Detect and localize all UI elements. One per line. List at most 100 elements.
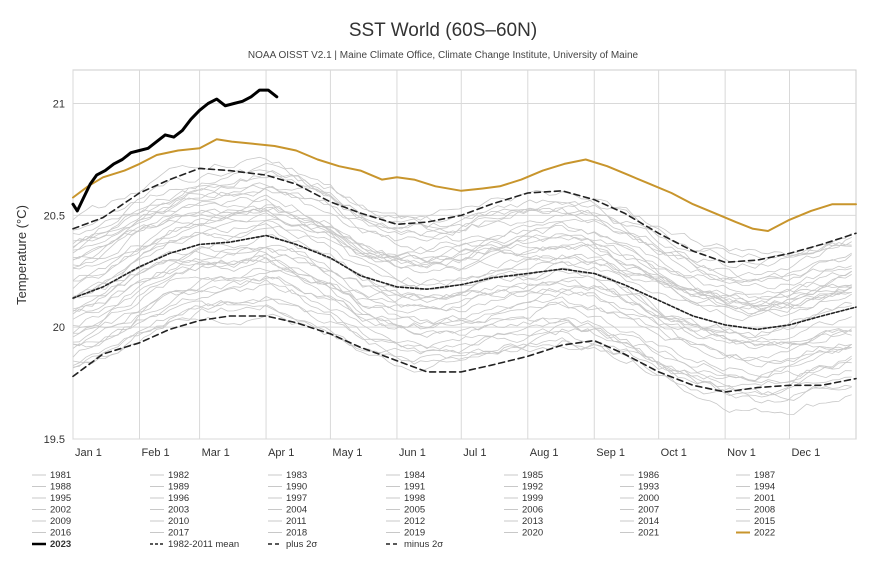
year-line [72, 184, 852, 290]
x-tick-label: Jun 1 [399, 447, 426, 459]
year-line [72, 246, 852, 350]
legend-label: 1989 [168, 482, 189, 493]
legend-label: 1988 [50, 482, 71, 493]
series-line-plus-2- [72, 167, 857, 264]
legend-label: 1999 [522, 493, 543, 504]
x-tick-label: Dec 1 [791, 447, 820, 459]
x-tick-label: May 1 [332, 447, 362, 459]
historical-year-lines [72, 156, 852, 415]
chart-subtitle: NOAA OISST V2.1 | Maine Climate Office, … [248, 50, 639, 61]
grid [72, 69, 857, 440]
legend-label: 2001 [754, 493, 775, 504]
legend-label: 1986 [638, 470, 659, 481]
legend-label: 1998 [404, 493, 425, 504]
x-tick-label: Apr 1 [268, 447, 294, 459]
x-tick-label: Mar 1 [202, 447, 230, 459]
legend-label: 2013 [522, 516, 543, 527]
year-line [72, 194, 852, 300]
year-line [72, 209, 852, 313]
legend-label: 1985 [522, 470, 543, 481]
legend-label: 2016 [50, 528, 71, 539]
x-tick-label: Oct 1 [661, 447, 687, 459]
legend-label: 2023 [50, 539, 71, 550]
legend-label: 2018 [286, 528, 307, 539]
legend-label: 1994 [754, 482, 775, 493]
legend-label: 2015 [754, 516, 775, 527]
legend-label: 1981 [50, 470, 71, 481]
x-tick-label: Jul 1 [463, 447, 486, 459]
series-line-1982-2011-mean [72, 234, 857, 331]
legend: 1981 1982 1983 1984 1985 1986 1987 1988 1989 1990… [32, 470, 775, 550]
y-tick-label: 21 [53, 99, 65, 111]
legend-label: 1983 [286, 470, 307, 481]
legend-label: 2014 [638, 516, 659, 527]
legend-label: 2004 [286, 505, 307, 516]
legend-label: plus 2σ [286, 539, 317, 550]
year-line [72, 275, 852, 381]
year-line [72, 257, 852, 350]
y-tick-label: 20 [53, 322, 65, 334]
legend-label: 2022 [754, 528, 775, 539]
year-line [72, 198, 852, 303]
legend-label: 2019 [404, 528, 425, 539]
year-line [72, 298, 852, 398]
series-line-minus-2- [72, 315, 857, 393]
legend-label: 1995 [50, 493, 71, 504]
year-line [72, 162, 852, 269]
legend-label: 1996 [168, 493, 189, 504]
series-line-2022 [72, 138, 857, 232]
year-line [72, 182, 852, 283]
year-line [72, 223, 852, 307]
x-tick-label: Aug 1 [530, 447, 559, 459]
year-line [72, 170, 852, 267]
legend-label: 2003 [168, 505, 189, 516]
legend-label: 2000 [638, 493, 659, 504]
legend-label: 2012 [404, 516, 425, 527]
year-line [72, 247, 852, 338]
year-line [72, 300, 852, 404]
legend-label: 2017 [168, 528, 189, 539]
legend-label: 2002 [50, 505, 71, 516]
legend-label: 2008 [754, 505, 775, 516]
legend-label: 2011 [286, 516, 306, 527]
year-line [72, 234, 852, 339]
legend-label: 1982 [168, 470, 189, 481]
series-lines [71, 88, 857, 393]
legend-label: 1997 [286, 493, 307, 504]
y-tick-label: 20.5 [44, 210, 65, 222]
legend-label: 1992 [522, 482, 543, 493]
year-line [72, 185, 852, 283]
legend-label: 1982-2011 mean [168, 539, 239, 550]
year-line [72, 313, 852, 415]
year-line [72, 169, 852, 260]
year-line [72, 296, 852, 396]
legend-label: 2010 [168, 516, 189, 527]
x-axis-ticks: Jan 1 Feb 1 Mar 1 Apr 1 May 1 Jun 1 Jul 1 Aug 1… [75, 447, 820, 459]
year-line [72, 253, 852, 368]
year-line [72, 279, 852, 388]
y-tick-label: 19.5 [44, 434, 65, 446]
legend-label: 2020 [522, 528, 543, 539]
year-line [72, 269, 852, 363]
y-axis-label: Temperature (°C) [14, 205, 29, 305]
legend-label: 1987 [754, 470, 775, 481]
year-line [72, 283, 852, 384]
year-line [72, 244, 852, 347]
year-line [72, 276, 852, 382]
legend-label: 2007 [638, 505, 659, 516]
x-tick-label: Jan 1 [75, 447, 102, 459]
year-line [72, 207, 852, 315]
legend-label: 2006 [522, 505, 543, 516]
legend-label: 2009 [50, 516, 71, 527]
x-tick-label: Feb 1 [142, 447, 170, 459]
legend-label: 1990 [286, 482, 307, 493]
x-tick-label: Nov 1 [727, 447, 756, 459]
legend-label: 2005 [404, 505, 425, 516]
legend-label: minus 2σ [404, 539, 443, 550]
y-axis-ticks: 19.5 20 20.5 21 [44, 99, 65, 446]
legend-label: 1984 [404, 470, 425, 481]
chart-title: SST World (60S–60N) [349, 20, 537, 41]
legend-label: 1993 [638, 482, 659, 493]
series-line-2023 [71, 88, 279, 213]
